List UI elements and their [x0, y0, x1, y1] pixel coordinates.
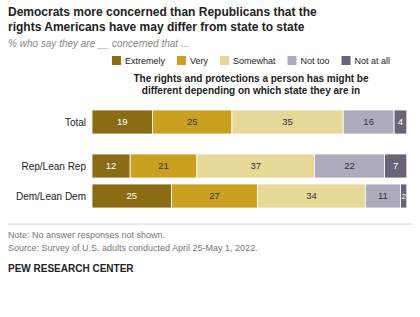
data-label: 21 — [158, 160, 169, 171]
data-label: 2 — [401, 192, 406, 201]
question-label: different depending on which state they … — [142, 85, 360, 96]
legend: Extremely Very Somewhat Not too Not at all — [112, 56, 390, 66]
legend-label: Somewhat — [233, 56, 276, 66]
data-label: 11 — [378, 190, 388, 201]
chart: Democrats more concerned than Republican… — [0, 0, 420, 317]
data-label: 35 — [282, 116, 293, 127]
data-labels: 19 25 35 16 4 12 21 37 22 7 25 27 34 11 2 — [106, 116, 407, 201]
data-label: 34 — [306, 190, 317, 201]
question-label: The rights and protections a person has … — [133, 73, 368, 84]
bar — [315, 154, 385, 178]
bar — [92, 110, 152, 134]
bar — [365, 184, 400, 208]
bars — [92, 110, 407, 208]
data-label: 16 — [363, 116, 374, 127]
bar — [232, 110, 343, 134]
bar — [400, 184, 406, 208]
title: rights Americans have may differ from st… — [8, 20, 305, 34]
data-label: 7 — [393, 160, 398, 171]
legend-swatch — [288, 56, 297, 65]
title: Democrats more concerned than Republican… — [8, 5, 317, 19]
separator — [8, 224, 412, 225]
category-label: Dem/Lean Dem — [16, 191, 86, 202]
legend-label: Not too — [301, 56, 330, 66]
subtitle: % who say they are __ concerned that ... — [8, 38, 189, 49]
bar — [92, 154, 130, 178]
data-label: 27 — [209, 190, 220, 201]
data-label: 19 — [117, 116, 128, 127]
category-label: Total — [65, 117, 86, 128]
data-label: 4 — [398, 116, 403, 127]
branding: PEW RESEARCH CENTER — [8, 263, 134, 274]
bar — [130, 154, 197, 178]
data-label: 25 — [187, 116, 198, 127]
data-label: 22 — [344, 160, 355, 171]
legend-swatch — [112, 56, 121, 65]
bar — [172, 184, 258, 208]
note: Source: Survey of U.S. adults conducted … — [8, 243, 258, 253]
bar — [394, 110, 407, 134]
bar — [197, 154, 315, 178]
legend-swatch — [177, 56, 186, 65]
legend-label: Very — [190, 56, 209, 66]
data-label: 12 — [106, 160, 117, 171]
data-label: 37 — [250, 160, 261, 171]
note: Note: No answer responses not shown. — [8, 230, 165, 240]
bar — [92, 184, 172, 208]
background — [0, 0, 420, 317]
legend-swatch — [220, 56, 229, 65]
bar — [257, 184, 365, 208]
category-label: Rep/Lean Rep — [22, 161, 87, 172]
legend-label: Extremely — [125, 56, 166, 66]
data-label: 25 — [126, 190, 137, 201]
bar — [385, 154, 407, 178]
legend-label: Not at all — [355, 56, 391, 66]
bar — [152, 110, 232, 134]
legend-swatch — [342, 56, 351, 65]
bar — [343, 110, 394, 134]
